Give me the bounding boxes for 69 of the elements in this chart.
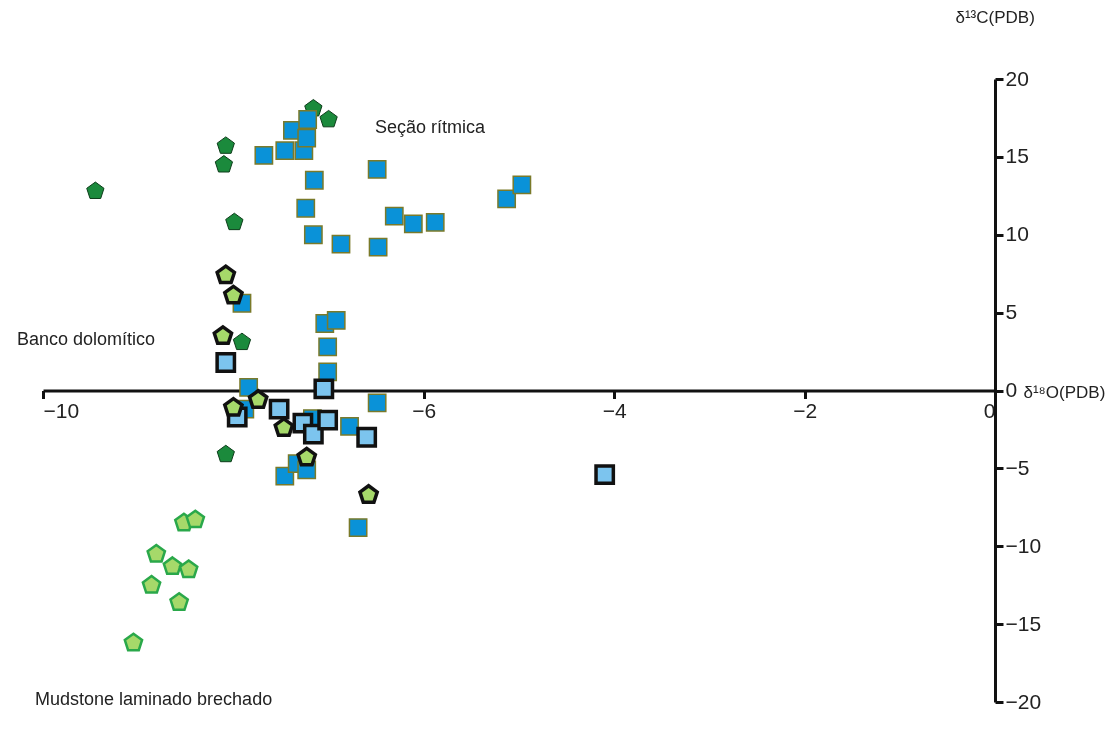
point — [358, 484, 379, 504]
point — [367, 393, 387, 413]
point — [296, 446, 318, 467]
point — [275, 141, 295, 161]
point — [185, 509, 206, 529]
point — [497, 189, 517, 209]
point — [215, 264, 237, 285]
point — [326, 311, 346, 330]
y-tick-label: 20 — [1005, 66, 1029, 90]
annotation: Banco dolomítico — [17, 329, 156, 349]
point — [273, 417, 295, 437]
point — [212, 325, 234, 346]
point — [318, 362, 338, 382]
point — [247, 389, 269, 409]
point — [268, 398, 290, 420]
point — [318, 337, 338, 357]
point — [340, 416, 359, 436]
point — [297, 128, 317, 148]
point — [331, 234, 351, 254]
point — [162, 556, 183, 576]
point — [304, 170, 324, 190]
x-tick-label: −4 — [602, 399, 627, 422]
point — [216, 136, 235, 154]
point — [214, 155, 234, 173]
y-tick-label: −10 — [1005, 533, 1042, 557]
point — [141, 574, 162, 594]
point — [594, 464, 616, 486]
point — [319, 109, 338, 128]
point — [356, 426, 378, 448]
y-tick-label: 5 — [1005, 300, 1018, 324]
point — [169, 591, 190, 611]
point — [223, 284, 244, 305]
x-tick-label: −6 — [412, 399, 437, 422]
point — [254, 145, 274, 165]
point — [215, 352, 237, 373]
x-tick-label: 0 — [983, 399, 996, 422]
y-tick-label: −15 — [1005, 611, 1042, 635]
y-tick-label: −20 — [1005, 689, 1042, 713]
y-tick-label: −5 — [1005, 455, 1030, 479]
point — [302, 423, 324, 445]
point — [348, 518, 368, 537]
point — [368, 237, 388, 257]
point — [313, 378, 335, 400]
point — [303, 225, 323, 245]
point — [403, 214, 423, 234]
point — [225, 212, 244, 231]
y-tick-label: 10 — [1005, 222, 1029, 246]
point — [146, 543, 167, 563]
point — [298, 110, 318, 129]
y-tick-label: 0 — [1005, 378, 1018, 401]
point — [216, 444, 235, 463]
point — [512, 175, 532, 195]
point — [296, 198, 316, 218]
point — [86, 181, 105, 199]
x-tick-label: −2 — [793, 399, 818, 422]
y-axis-title: δ¹³C(PDB) — [955, 7, 1035, 27]
point — [123, 632, 144, 652]
point — [223, 396, 244, 417]
point — [178, 559, 199, 579]
annotation: Mudstone laminado brechado — [35, 689, 273, 709]
point — [317, 409, 339, 431]
annotation: Seção rítmica — [375, 117, 487, 137]
y-tick-label: 15 — [1005, 144, 1029, 168]
point — [232, 332, 252, 351]
point — [384, 206, 404, 226]
point — [367, 159, 387, 179]
point — [425, 212, 445, 232]
x-axis-title: δ¹⁸O(PDB) — [1023, 383, 1106, 402]
x-tick-label: −10 — [43, 399, 80, 422]
